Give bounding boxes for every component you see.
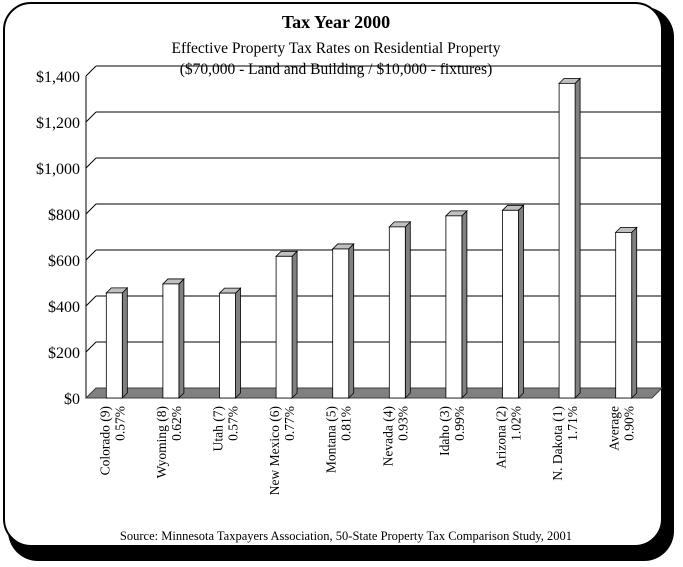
y-tick-label-3: $600 — [48, 253, 80, 270]
x-tick-label-0: Colorado (9) — [97, 406, 112, 475]
x-tick-label-4: Montana (5) — [324, 406, 339, 473]
bar-side-9 — [631, 226, 638, 399]
bar-side-8 — [574, 77, 581, 399]
gridline-depth-6 — [85, 111, 97, 123]
bar-4 — [332, 248, 350, 399]
x-tick-label-3: New Mexico (6) — [267, 406, 282, 495]
x-tick-rate-3: 0.77% — [282, 406, 297, 441]
x-tick-rate-2: 0.57% — [226, 406, 241, 441]
gridline-depth-1 — [85, 341, 97, 353]
plot-area: $0 $200 $400 $600 $800 $1,000 $1,200 $1,400 Colo… — [36, 65, 664, 495]
x-tick-rate-8: 1.71% — [565, 406, 580, 441]
x-tick-rate-9: 0.90% — [622, 406, 637, 441]
x-tick-rate-5: 0.93% — [395, 406, 410, 441]
y-tick-label-4: $800 — [48, 207, 80, 224]
x-tick-label-1: Wyoming (8) — [154, 406, 169, 478]
bar-1 — [162, 283, 180, 399]
gridline-depth-7 — [85, 65, 97, 77]
y-tick-label-1: $200 — [48, 345, 80, 362]
x-tick-rate-6: 0.99% — [452, 406, 467, 441]
bar-side-4 — [348, 242, 355, 399]
bar-2 — [219, 292, 236, 399]
bar-side-2 — [235, 287, 241, 399]
gridline-depth-2 — [85, 295, 97, 307]
x-tick-rate-1: 0.62% — [169, 406, 184, 441]
x-tick-label-7: Arizona (2) — [494, 406, 509, 469]
bar-9 — [615, 231, 633, 399]
y-tick-label-2: $400 — [48, 299, 80, 316]
source-note: Source: Minnesota Taxpayers Association,… — [120, 529, 572, 543]
bar-8 — [558, 82, 576, 399]
bar-side-5 — [404, 220, 411, 399]
x-tick-label-5: Nevada (4) — [380, 406, 395, 466]
bar-0 — [105, 292, 123, 399]
x-tick-rate-7: 1.02% — [509, 406, 524, 441]
bar-side-1 — [178, 277, 185, 399]
x-tick-label-9: Average — [607, 406, 622, 451]
y-tick-label-5: $1,000 — [36, 161, 80, 178]
gridline-depth-4 — [85, 203, 97, 215]
chart-title: Tax Year 2000 — [282, 12, 390, 32]
x-tick-label-6: Idaho (3) — [437, 406, 452, 456]
x-tick-label-8: N. Dakota (1) — [550, 406, 565, 481]
y-tick-label-6: $1,200 — [36, 115, 80, 132]
x-tick-label-2: Utah (7) — [211, 406, 226, 451]
gridline-depth-3 — [85, 249, 97, 261]
bar-7 — [502, 209, 519, 399]
bar-3 — [275, 255, 293, 399]
bar-side-3 — [291, 250, 298, 399]
gridline-depth-5 — [85, 157, 97, 169]
bar-side-7 — [518, 204, 524, 399]
y-tick-label-7: $1,400 — [36, 69, 80, 86]
bar-side-0 — [121, 286, 128, 399]
y-tick-label-0: $0 — [64, 391, 80, 408]
x-tick-rate-4: 0.81% — [339, 406, 354, 441]
bar-side-6 — [461, 209, 468, 399]
bar-6 — [445, 215, 463, 399]
chart-subtitle-line-1: Effective Property Tax Rates on Resident… — [172, 40, 501, 57]
bar-5 — [388, 226, 406, 399]
x-tick-rate-0: 0.57% — [112, 406, 127, 441]
chart-subtitle-line-2: ($70,000 - Land and Building / $10,000 -… — [180, 61, 493, 78]
